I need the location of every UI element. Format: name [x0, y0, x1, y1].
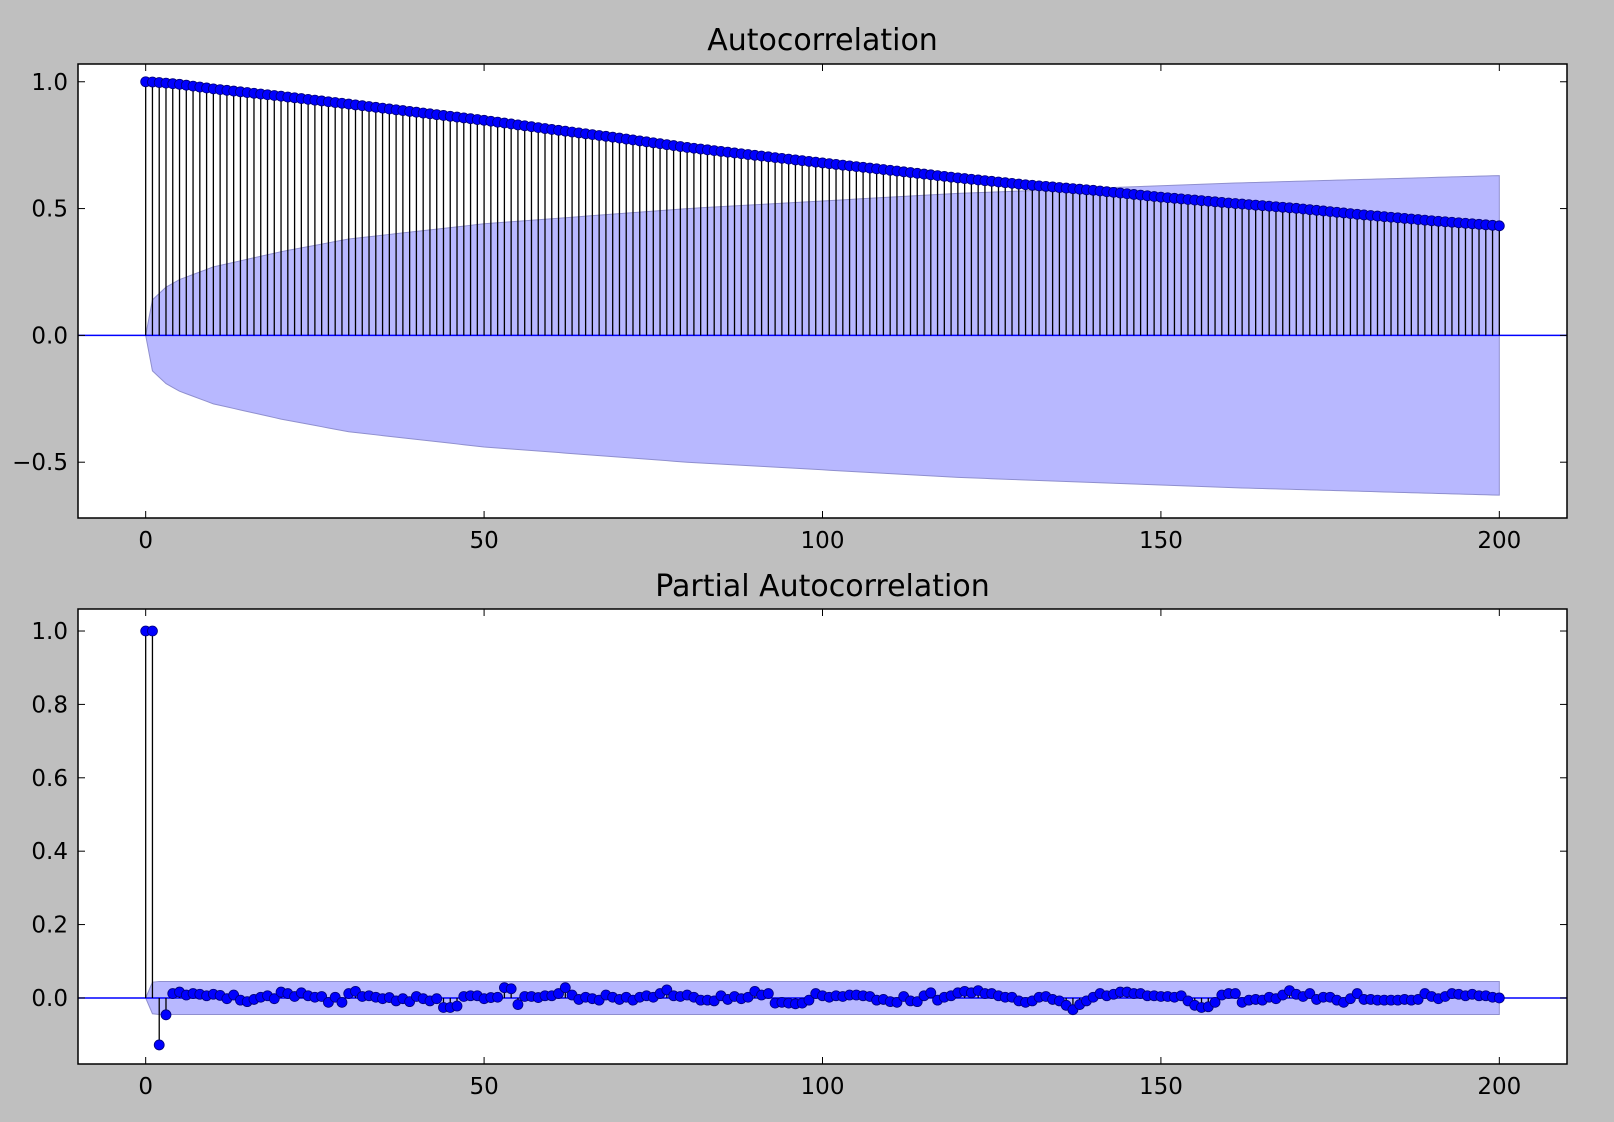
data-point — [661, 984, 673, 996]
data-point — [803, 994, 815, 1006]
chart-title: Autocorrelation — [707, 23, 938, 58]
data-point — [925, 987, 937, 999]
data-point — [153, 1039, 165, 1051]
data-point — [505, 983, 517, 995]
x-tick-label: 50 — [469, 1074, 498, 1100]
data-point — [1493, 220, 1505, 232]
data-point — [431, 993, 443, 1005]
x-tick-label: 0 — [138, 528, 153, 554]
data-point — [336, 996, 348, 1008]
data-point — [1304, 988, 1316, 999]
pacf-panel: 0 50 100 150 200 0.0 0.2 0.4 0.6 0.8 1.0 Partial Au… — [31, 569, 1568, 1100]
acf-panel: 0 50 100 150 200 −0.5 0.0 0.5 1.0 Autocorrelation — [12, 23, 1568, 554]
y-tick-label: 0.2 — [31, 913, 68, 939]
data-point — [1209, 996, 1221, 1008]
x-tick-label: 200 — [1477, 528, 1521, 554]
data-point — [911, 996, 923, 1008]
axes-frame — [77, 63, 1568, 519]
data-point — [762, 988, 774, 999]
data-point — [451, 1000, 463, 1012]
x-tick-label: 150 — [1139, 1074, 1183, 1100]
data-point — [1412, 994, 1424, 1005]
data-point — [1493, 992, 1505, 1004]
y-tick-label: 1.0 — [31, 70, 68, 96]
y-tick-label: 0.8 — [31, 692, 68, 718]
y-tick-label: 0.6 — [31, 766, 68, 792]
data-point — [1351, 988, 1363, 999]
data-point — [742, 991, 754, 1003]
stems — [145, 81, 1500, 336]
data-point — [891, 996, 903, 1008]
data-point — [1229, 988, 1241, 999]
x-tick-label: 150 — [1139, 528, 1183, 554]
x-tick-label: 100 — [801, 1074, 845, 1100]
markers — [140, 625, 1505, 1051]
data-point — [553, 988, 564, 999]
x-tick-label: 0 — [138, 1074, 153, 1100]
x-tick-label: 200 — [1477, 1074, 1521, 1100]
data-point — [160, 1009, 172, 1021]
y-tick-label: 1.0 — [31, 619, 68, 645]
x-tick-label: 100 — [801, 528, 845, 554]
axes-frame — [77, 608, 1568, 1065]
data-point — [268, 993, 280, 1005]
chart-title: Partial Autocorrelation — [655, 569, 989, 604]
y-tick-label: 0.4 — [31, 839, 68, 865]
data-point — [147, 625, 158, 637]
y-tick-label: 0.0 — [31, 986, 68, 1012]
data-point — [559, 982, 571, 994]
data-point — [492, 991, 504, 1003]
markers — [140, 76, 1505, 232]
data-point — [316, 991, 328, 1002]
data-point — [512, 999, 524, 1010]
x-tick-label: 50 — [469, 528, 498, 554]
y-tick-label: 0.5 — [31, 197, 68, 223]
y-tick-label: −0.5 — [12, 450, 68, 476]
y-tick-label: 0.0 — [31, 323, 68, 349]
